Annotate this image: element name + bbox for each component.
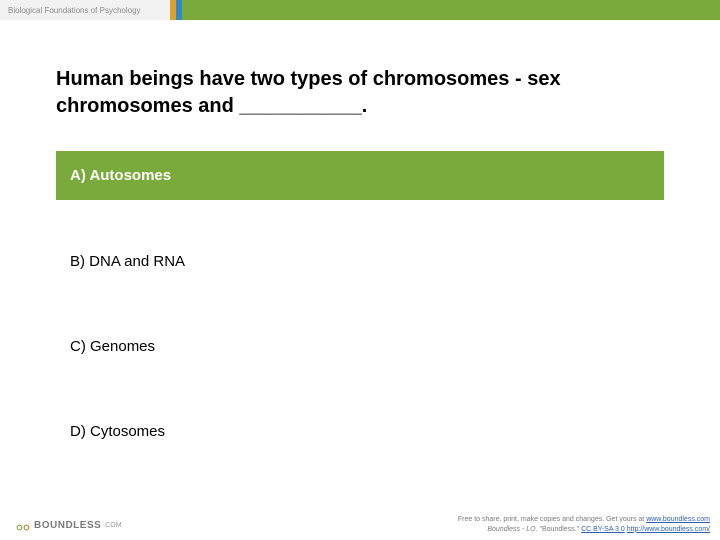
- brand-name: BOUNDLESS: [34, 520, 101, 531]
- brand-tld: .COM: [103, 522, 121, 529]
- breadcrumb-text: Biological Foundations of Psychology: [8, 6, 141, 15]
- question-text: Human beings have two types of chromosom…: [56, 66, 664, 120]
- breadcrumb: Biological Foundations of Psychology: [0, 0, 170, 20]
- footer-line1: Free to share, print, make copies and ch…: [458, 515, 710, 524]
- option-a[interactable]: A) Autosomes: [56, 151, 664, 200]
- accent-green: [182, 0, 720, 20]
- footer-link-site[interactable]: www.boundless.com: [646, 516, 710, 523]
- footer-link-url[interactable]: http://www.boundless.com/: [627, 526, 710, 533]
- option-c[interactable]: C) Genomes: [56, 322, 664, 371]
- option-a-label: A) Autosomes: [70, 167, 171, 184]
- footer-line2: Boundless - LO. "Boundless." CC BY-SA 3.…: [458, 525, 710, 534]
- slide-container: Biological Foundations of Psychology Hum…: [0, 0, 720, 540]
- option-d-label: D) Cytosomes: [70, 423, 165, 440]
- option-c-label: C) Genomes: [70, 338, 155, 355]
- option-d[interactable]: D) Cytosomes: [56, 407, 664, 456]
- option-b-label: B) DNA and RNA: [70, 253, 185, 270]
- option-b[interactable]: B) DNA and RNA: [56, 237, 664, 286]
- infinity-icon: [16, 518, 30, 532]
- brand-logo: BOUNDLESS .COM: [16, 518, 122, 532]
- footer-link-license[interactable]: CC BY-SA 3.0: [581, 526, 625, 533]
- top-bar: Biological Foundations of Psychology: [0, 0, 720, 20]
- footer-attribution: Free to share, print, make copies and ch…: [458, 515, 710, 534]
